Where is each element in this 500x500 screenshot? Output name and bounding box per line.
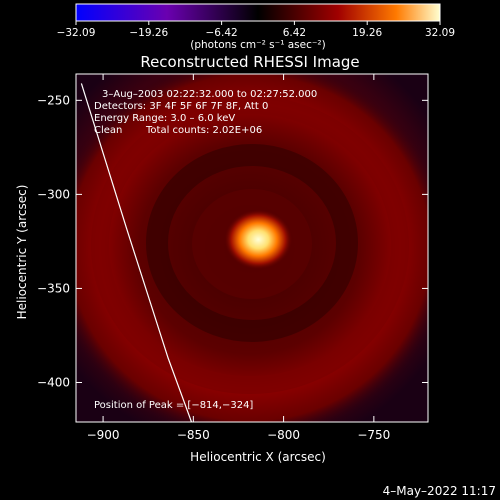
annotation-energy: Energy Range: 3.0 – 6.0 keV [94, 113, 235, 124]
y-tick-label: −400 [37, 375, 70, 389]
y-tick-label: −250 [37, 93, 70, 107]
annotation-method: Clean [94, 125, 122, 136]
annotation-detectors: Detectors: 3F 4F 5F 6F 7F 8F, Att 0 [94, 101, 268, 112]
y-axis-label: Heliocentric Y (arcsec) [15, 185, 29, 320]
colorbar-tick-label: 32.09 [425, 27, 455, 39]
annotation-counts: Total counts: 2.02E+06 [145, 125, 262, 136]
footer-timestamp: 4–May–2022 11:17 [383, 484, 496, 498]
image-panel [76, 74, 428, 422]
colorbar-tick-label: 6.42 [283, 27, 306, 39]
x-axis-label: Heliocentric X (arcsec) [190, 450, 326, 464]
annotation-time-range: 3–Aug–2003 02:22:32.000 to 02:27:52.000 [102, 89, 317, 100]
chart-title: Reconstructed RHESSI Image [140, 53, 359, 71]
inner-dark-ring [146, 144, 358, 342]
colorbar [75, 3, 441, 22]
x-axis-ticks: −900 −850 −800 −750 [87, 74, 390, 442]
x-tick-label: −750 [357, 428, 390, 442]
colorbar-tick-label: 19.26 [352, 27, 382, 39]
solar-limb-line [80, 83, 193, 422]
x-tick-label: −850 [177, 428, 210, 442]
y-axis-ticks: −250 −300 −350 −400 [37, 93, 428, 389]
x-tick-label: −900 [87, 428, 120, 442]
mid-ring [91, 96, 409, 394]
y-tick-label: −350 [37, 281, 70, 295]
colorbar-tick-label: −6.42 [206, 27, 238, 39]
plot-frame [75, 73, 429, 423]
colorbar-units: (photons cm⁻² s⁻¹ asec⁻²) [190, 39, 325, 51]
x-tick-label: −800 [267, 428, 300, 442]
colorbar-tick-label: −32.09 [57, 27, 96, 39]
y-tick-label: −300 [37, 187, 70, 201]
colorbar-tick-label: −19.26 [129, 27, 168, 39]
peak-source [224, 209, 293, 270]
colorbar-ticks: −32.09 −19.26 −6.42 6.42 19.26 32.09 [57, 21, 455, 39]
annotation-peak-position: Position of Peak = [−814,−324] [94, 400, 253, 411]
